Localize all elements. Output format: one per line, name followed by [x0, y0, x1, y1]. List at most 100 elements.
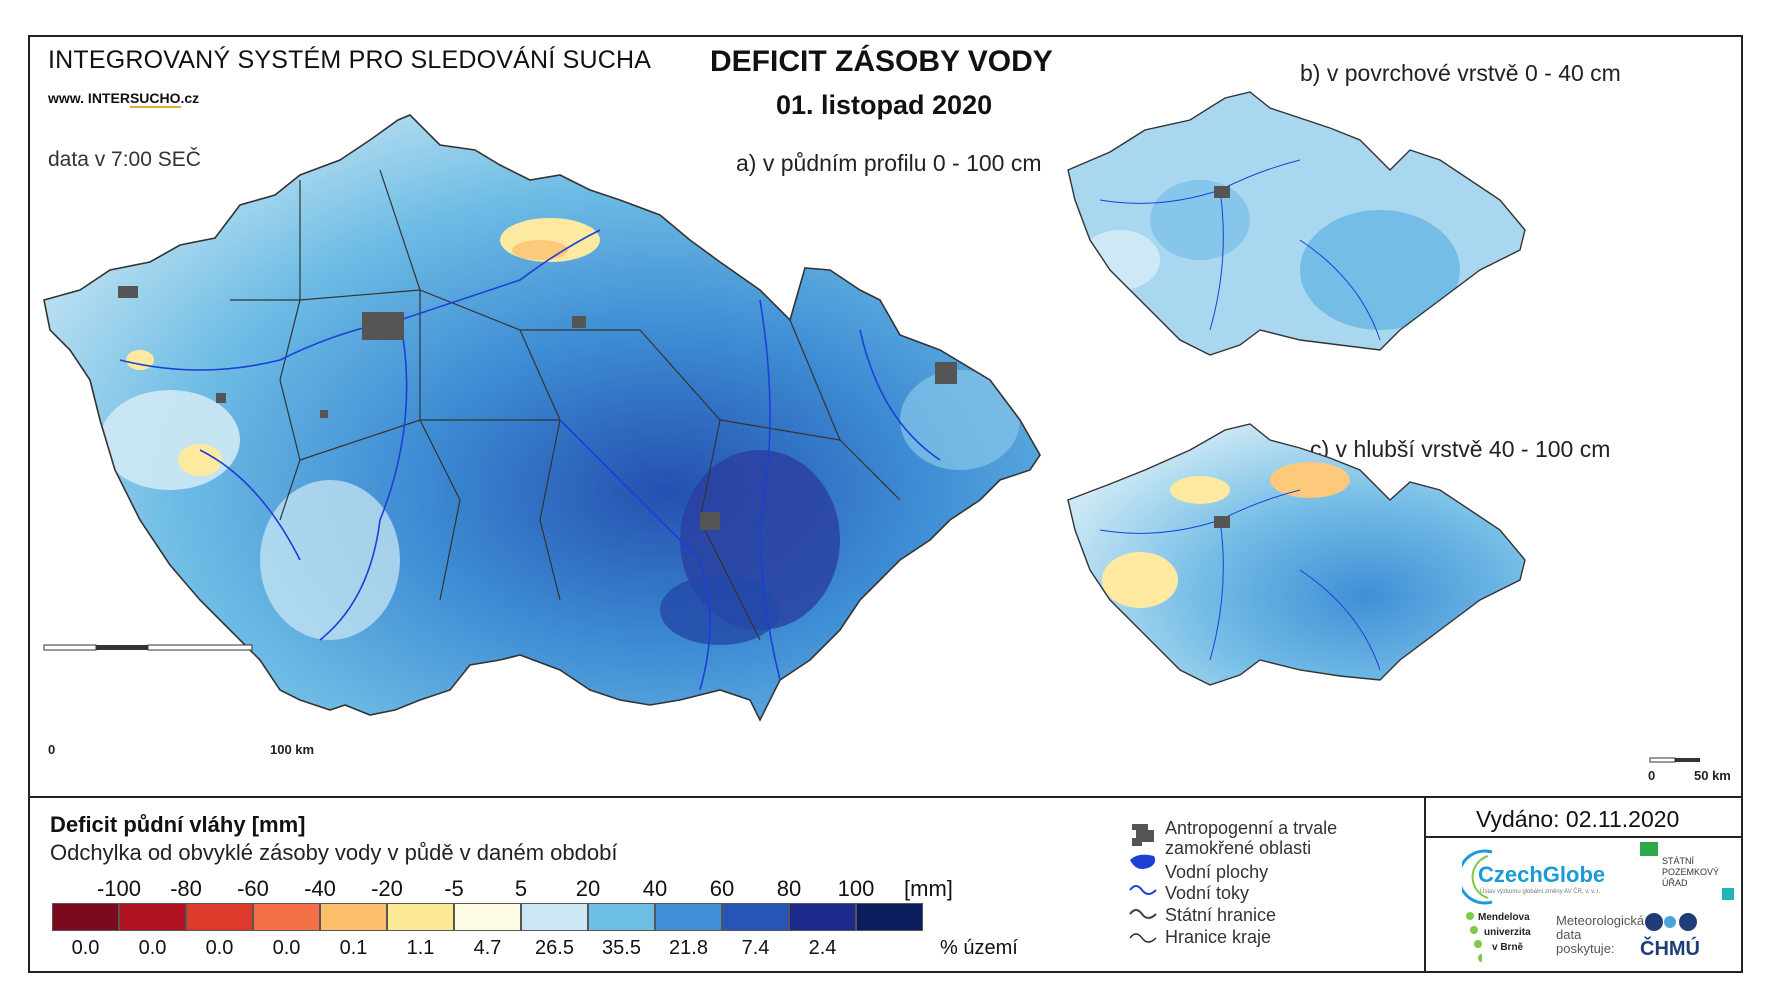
issued-divider: [1424, 836, 1743, 838]
czechglobe-subtitle: Ústav výzkumu globální změny AV ČR, v. v…: [1480, 889, 1601, 895]
legend-swatch: [789, 903, 856, 931]
state-border-c: [1067, 423, 1526, 686]
legend-swatch: [856, 903, 923, 931]
issued-date: Vydáno: 02.11.2020: [1476, 806, 1680, 832]
legend-unit: [mm]: [904, 876, 953, 901]
legend-swatch: [722, 903, 789, 931]
spu-logo: [1640, 842, 1658, 856]
legend-tick: 40: [642, 876, 668, 901]
scalebar-main: [43, 644, 253, 651]
legend-tick: -5: [444, 876, 464, 901]
symbol-streams-label: Vodní toky: [1165, 883, 1250, 903]
spu-line-3: ÚŘAD: [1662, 878, 1688, 888]
map-b-label: b) v povrchové vrstvě 0 - 40 cm: [1300, 60, 1621, 86]
region-borders-a: [230, 169, 901, 641]
water-body-icon: [1130, 854, 1156, 869]
legend-swatch: [387, 903, 454, 931]
legend-swatch: [119, 903, 186, 931]
region-border-icon: [1129, 933, 1157, 943]
meteo-line-2: data: [1556, 927, 1582, 942]
legend-tick: -80: [170, 876, 202, 901]
legend-tick: -20: [371, 876, 403, 901]
legend-pct-value: 0.0: [272, 937, 301, 959]
chmu-logo-mark: [1645, 913, 1697, 931]
symbol-icons: [1129, 824, 1157, 943]
system-title: INTEGROVANÝ SYSTÉM PRO SLEDOVÁNÍ SUCHA: [48, 46, 652, 74]
website-prefix: www. INTER: [48, 90, 130, 106]
map-date: 01. listopad 2020: [776, 90, 993, 120]
legend-pct-value: 0.1: [339, 937, 368, 959]
mendel-line-2: univerzita: [1484, 927, 1531, 938]
legend-title: Deficit půdní vláhy [mm]: [50, 812, 306, 837]
stream-icon: [1129, 885, 1157, 895]
legend-pct-unit: % území: [940, 937, 1018, 959]
legend-pct-value: 1.1: [406, 937, 435, 959]
symbol-region-border-label: Hranice kraje: [1165, 927, 1272, 947]
state-border-b: [1067, 91, 1526, 356]
main-title: DEFICIT ZÁSOBY VODY: [710, 45, 1053, 78]
mendel-line-1: Mendelova: [1478, 912, 1530, 923]
urban-b: [1214, 186, 1230, 198]
legend-pct-value: 7.4: [741, 937, 770, 959]
legend-swatch: [588, 903, 655, 931]
symbol-anthropogenic-label-2: zamokřené oblasti: [1165, 838, 1312, 858]
legend-pct-value: 0.0: [71, 937, 100, 959]
scalebar-main-end: 100 km: [270, 742, 315, 757]
anthropogenic-icon: [1132, 824, 1154, 846]
symbol-water-bodies-label: Vodní plochy: [1165, 862, 1269, 882]
legend-tick: 80: [776, 876, 802, 901]
legend-swatch: [521, 903, 588, 931]
footer-divider: [1424, 796, 1426, 973]
legend-swatch: [253, 903, 320, 931]
website-highlight: SUCHO: [129, 90, 181, 108]
meteo-line-3: poskytuje:: [1556, 941, 1615, 956]
mendel-logo: [1466, 912, 1482, 962]
urban-c: [1214, 516, 1230, 528]
legend-pct-value: 35.5: [602, 937, 641, 959]
legend-tick: -40: [304, 876, 336, 901]
legend-tick: 100: [837, 876, 875, 901]
map-a-label: a) v půdním profilu 0 - 100 cm: [736, 150, 1042, 176]
map-c-label: c) v hlubší vrstvě 40 - 100 cm: [1310, 436, 1611, 462]
website-link[interactable]: www. INTERSUCHO.cz: [48, 90, 199, 108]
legend-pct-value: 0.0: [205, 937, 234, 959]
scalebar-main-zero: 0: [48, 742, 56, 757]
legend-tick: 5: [514, 876, 528, 901]
spu-line-1: STÁTNÍ: [1662, 856, 1695, 866]
spu-text: STÁTNÍ POZEMKOVÝ ÚŘAD: [1662, 856, 1719, 889]
legend-divider: [28, 796, 1743, 798]
legend-pct-value: 26.5: [535, 937, 574, 959]
legend-tick: 20: [575, 876, 601, 901]
legend-tick: -60: [237, 876, 269, 901]
legend-pct-value: 21.8: [669, 937, 708, 959]
meteo-text: Meteorologická data poskytuje:: [1556, 914, 1644, 956]
legend-subtitle: Odchylka od obvyklé zásoby vody v půdě v…: [50, 840, 618, 865]
mendel-text: Mendelova univerzita v Brně: [1478, 910, 1531, 955]
legend-swatch: [52, 903, 119, 931]
legend-pct-value: 2.4: [808, 937, 837, 959]
spu-logo-accent: [1722, 888, 1734, 900]
legend-pct-value: 0.0: [138, 937, 167, 959]
legend-tick: -100: [96, 876, 142, 901]
scalebar-small-zero: 0: [1648, 768, 1656, 783]
czechglobe-name: CzechGlobe: [1478, 862, 1606, 887]
map-frame: [28, 35, 1743, 973]
scalebar-small: [1649, 757, 1700, 763]
scalebar-small-end: 50 km: [1694, 768, 1731, 783]
legend-swatch: [186, 903, 253, 931]
symbol-state-border-label: Státní hranice: [1165, 905, 1277, 925]
symbol-anthropogenic-label: Antropogenní a trvale: [1165, 818, 1338, 838]
legend-swatch: [454, 903, 521, 931]
mendel-line-3: v Brně: [1492, 942, 1524, 953]
legend-tick: 60: [709, 876, 735, 901]
chmu-name: ČHMÚ: [1640, 938, 1700, 960]
legend-pct-value: 4.7: [473, 937, 502, 959]
state-border-a: [43, 114, 1041, 722]
legend-swatch: [320, 903, 387, 931]
data-time: data v 7:00 SEČ: [48, 148, 201, 171]
spu-line-2: POZEMKOVÝ: [1662, 867, 1720, 877]
urban-areas-a: [118, 286, 957, 530]
czechglobe-logo: [1462, 849, 1493, 905]
legend-swatch: [655, 903, 722, 931]
